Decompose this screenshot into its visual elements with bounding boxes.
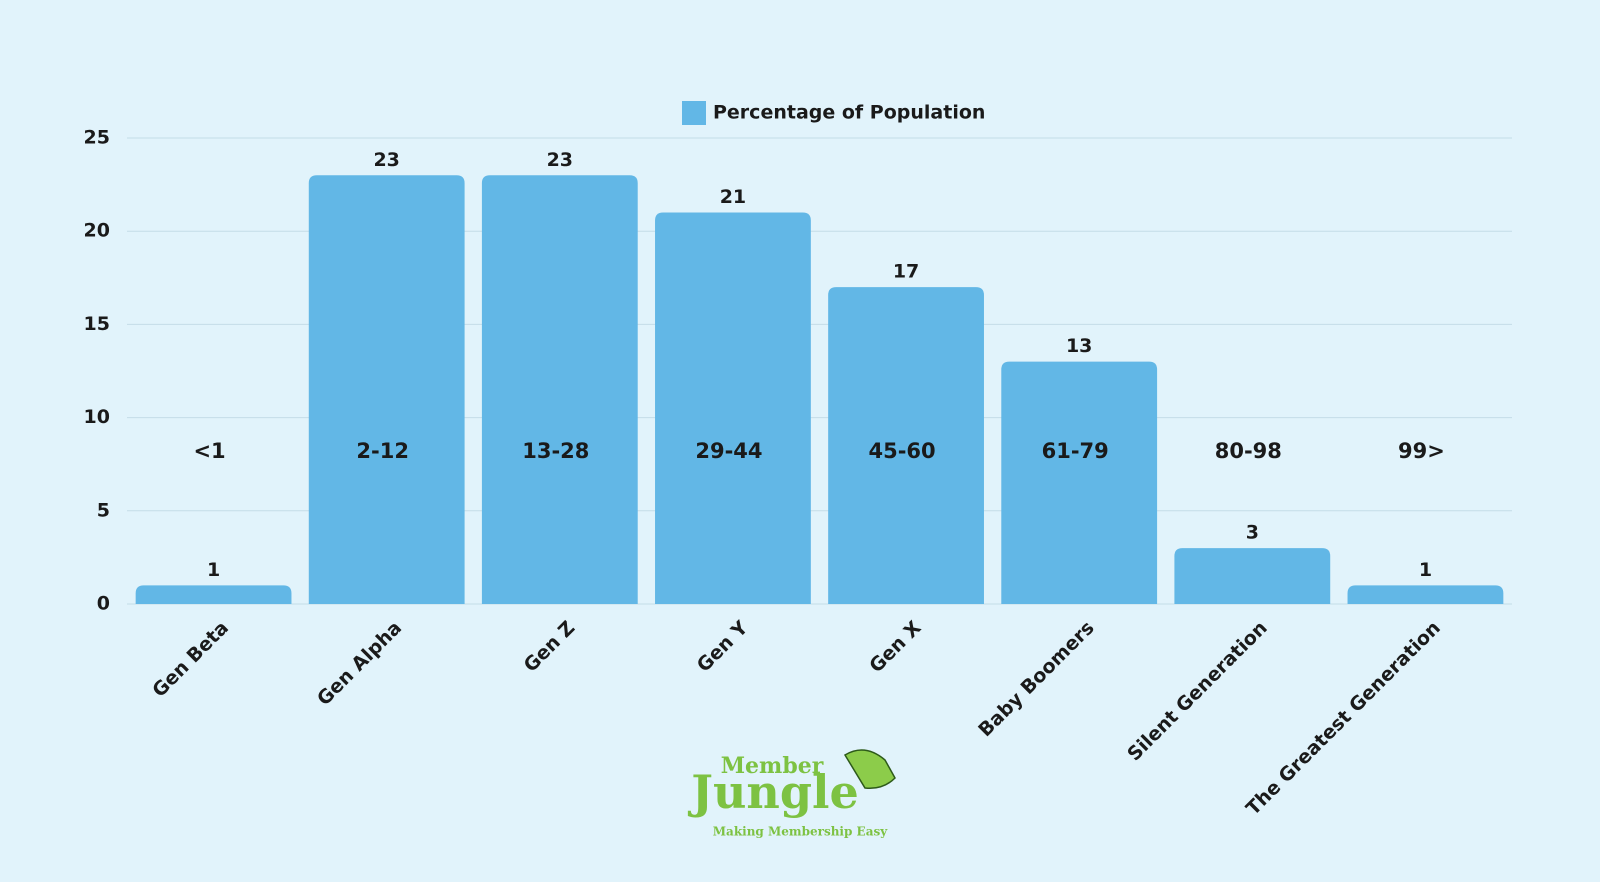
y-tick-label: 20	[84, 220, 110, 242]
bar	[135, 585, 292, 604]
logo-tiger	[843, 749, 896, 790]
logo-main: Jungle	[687, 765, 859, 819]
bar	[1001, 361, 1158, 604]
bar	[1174, 548, 1331, 604]
y-tick-label: 0	[97, 593, 110, 615]
age-range-label: 80-98	[1215, 439, 1282, 463]
value-label: 17	[893, 261, 919, 283]
logo-tagline: Making Membership Easy	[713, 825, 888, 839]
value-label: 23	[547, 149, 573, 171]
bar	[655, 212, 811, 604]
bar	[308, 175, 465, 604]
value-label: 1	[207, 559, 220, 581]
age-range-label: <1	[193, 439, 225, 463]
bar	[481, 175, 638, 604]
y-tick-label: 25	[84, 127, 110, 149]
bar	[1347, 585, 1504, 604]
value-label: 13	[1066, 335, 1092, 357]
age-range-label: 99>	[1398, 439, 1445, 463]
legend-swatch	[682, 101, 706, 125]
legend-label: Percentage of Population	[713, 102, 985, 124]
logo: Member Jungle Making Membership Easy	[687, 749, 896, 839]
value-label: 3	[1246, 522, 1259, 544]
y-tick-label: 10	[84, 406, 110, 428]
value-label: 1	[1419, 559, 1432, 581]
bar	[828, 287, 984, 604]
logo-top: Member	[721, 753, 824, 779]
age-range-label: 45-60	[868, 439, 935, 463]
value-label: 23	[373, 149, 399, 171]
age-range-label: 13-28	[522, 439, 589, 463]
value-label: 21	[720, 186, 746, 208]
age-range-label: 61-79	[1042, 439, 1109, 463]
y-tick-label: 15	[84, 313, 110, 335]
age-range-label: 29-44	[695, 439, 762, 463]
y-tick-label: 5	[97, 499, 110, 521]
age-range-label: 2-12	[356, 439, 409, 463]
